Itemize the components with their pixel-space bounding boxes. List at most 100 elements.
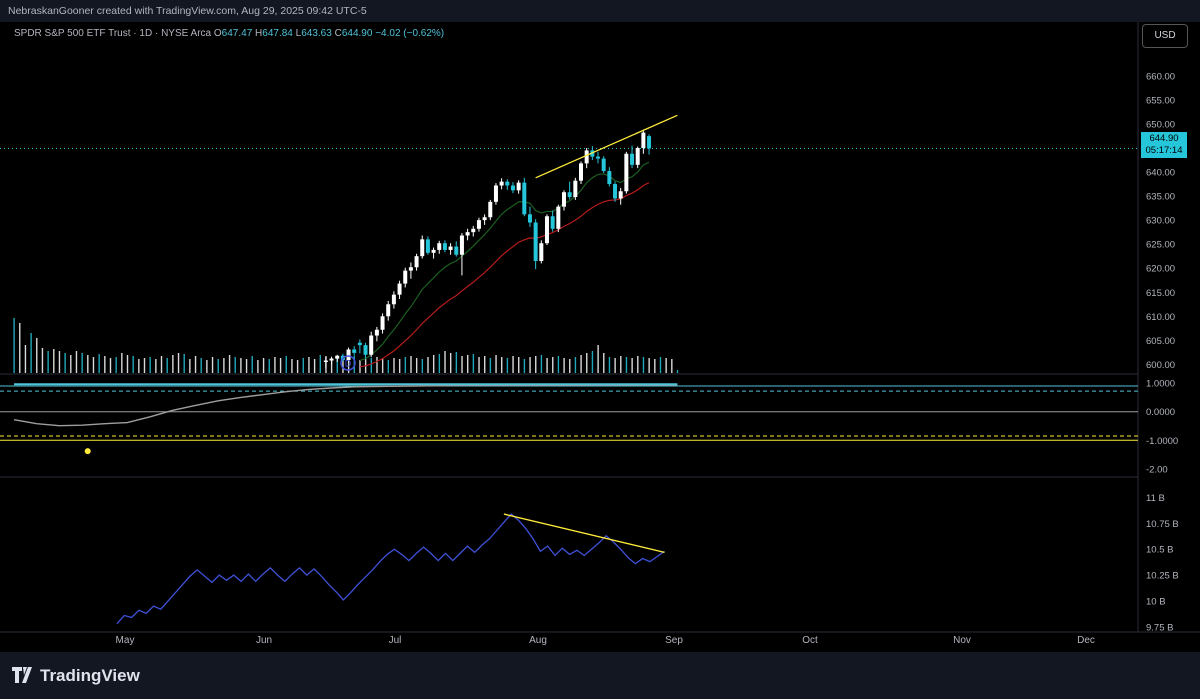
volume-bar <box>53 349 55 373</box>
legend-open: 647.47 <box>221 28 253 39</box>
candle-body <box>607 171 612 185</box>
last-price-value: 644.90 <box>1149 133 1179 144</box>
legend-low-label: L <box>295 28 302 39</box>
volume-bar <box>637 356 639 373</box>
volume-bar <box>217 359 219 373</box>
volume-bar <box>75 351 78 373</box>
volume-bar <box>172 355 174 373</box>
candle-body <box>425 239 430 253</box>
time-axis-label: Jul <box>389 635 402 646</box>
volume-bar <box>64 353 66 373</box>
volume-bar <box>285 356 287 373</box>
volume-bar <box>404 357 407 373</box>
volume-bar <box>438 354 441 373</box>
volume-bar <box>523 359 526 373</box>
legend-low: 643.63 <box>301 28 332 39</box>
price-axis-tick: 635.00 <box>1146 192 1175 203</box>
osc-axis-tick: -2.00 <box>1146 464 1168 475</box>
candle-body <box>550 216 555 229</box>
candle-body <box>357 342 362 346</box>
volume-bar <box>631 358 633 373</box>
oscillator-line <box>13 384 678 427</box>
volume-bar <box>665 358 667 373</box>
candle-body <box>635 147 640 165</box>
candle-body <box>544 216 549 244</box>
ema-fast-line <box>359 161 650 362</box>
volume-bar <box>580 355 582 373</box>
osc-axis-tick: 1.0000 <box>1146 379 1175 390</box>
currency-button[interactable]: USD <box>1142 24 1188 48</box>
dividend-marker-letter: D <box>345 359 352 369</box>
obv-axis-tick: 10 B <box>1146 596 1166 607</box>
candle-body <box>539 243 544 261</box>
volume-bar <box>659 357 662 373</box>
ema-slow-line <box>359 182 650 368</box>
volume-bar <box>546 358 548 373</box>
volume-bar <box>296 360 299 373</box>
volume-bar <box>319 355 321 373</box>
candle-body <box>499 181 504 186</box>
price-axis-tick: 630.00 <box>1146 216 1175 227</box>
volume-bar <box>472 354 475 373</box>
volume-bar <box>143 358 146 373</box>
obv-trendline <box>503 513 665 553</box>
volume-bar <box>36 338 38 373</box>
footer: TradingView <box>0 652 1200 699</box>
candle-body <box>403 270 408 284</box>
volume-bar <box>200 358 202 373</box>
volume-bar <box>41 348 44 373</box>
volume-bar <box>574 357 577 373</box>
candle-body <box>482 217 487 221</box>
candle-body <box>522 182 527 215</box>
time-axis-label: Jun <box>256 635 272 646</box>
volume-bar <box>13 318 15 373</box>
osc-axis-tick: -1.0000 <box>1146 436 1178 447</box>
volume-bar <box>92 357 95 373</box>
candle-body <box>641 132 646 148</box>
volume-bar <box>19 323 21 373</box>
volume-bar <box>676 370 679 373</box>
price-axis-tick: 655.00 <box>1146 95 1175 106</box>
volume-bar <box>234 357 236 373</box>
candle-body <box>579 163 583 181</box>
bar-countdown: 05:17:14 <box>1145 145 1183 156</box>
candle-body <box>335 355 340 359</box>
price-axis-tick: 620.00 <box>1146 264 1175 275</box>
volume-bar <box>421 359 424 373</box>
volume-bar <box>109 358 112 373</box>
volume-bar <box>597 345 599 373</box>
obv-axis-tick: 11 B <box>1146 493 1165 504</box>
time-axis-label: Aug <box>529 635 547 646</box>
obv-axis-tick: 10.5 B <box>1146 545 1173 556</box>
candle-body <box>380 316 385 330</box>
symbol-title: SPDR S&P 500 ETF Trust · 1D · NYSE Arca <box>14 28 212 39</box>
candle-body <box>618 191 623 199</box>
volume-bar <box>512 356 514 373</box>
candle-body <box>391 294 396 305</box>
volume-bar <box>189 359 191 373</box>
obv-axis-tick: 10.75 B <box>1146 519 1179 530</box>
candle-body <box>630 153 635 165</box>
candle-body <box>556 206 561 229</box>
attribution-text: NebraskanGooner created with TradingView… <box>8 5 367 17</box>
chart-area[interactable] <box>0 22 1200 652</box>
candle-body <box>386 304 391 317</box>
volume-bar <box>126 355 129 373</box>
candle-body <box>442 243 447 250</box>
volume-bar <box>603 353 605 373</box>
tradingview-brand: TradingView <box>40 666 140 685</box>
candle-body <box>323 360 328 362</box>
volume-bar <box>671 359 673 373</box>
tradingview-logo[interactable]: TradingView <box>12 666 140 686</box>
volume-bar <box>506 358 509 373</box>
candle-body <box>516 182 521 191</box>
legend-close-label: C <box>334 28 342 39</box>
last-price-tag: 644.90 05:17:14 <box>1141 132 1187 158</box>
volume-bar <box>274 357 276 373</box>
volume-bar <box>330 358 333 373</box>
candle-body <box>408 267 413 271</box>
legend-change: −4.02 (−0.62%) <box>375 28 445 39</box>
candle-body <box>505 181 510 186</box>
chart-canvas[interactable]: 660.00655.00650.00645.00640.00635.00630.… <box>0 0 1200 652</box>
candle-body <box>527 214 532 223</box>
